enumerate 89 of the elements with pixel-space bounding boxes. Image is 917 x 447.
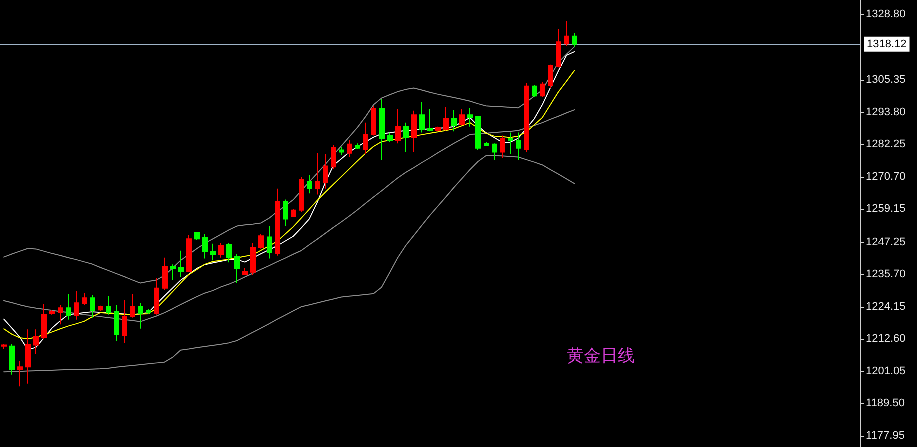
candlestick	[283, 199, 288, 227]
candlestick	[234, 253, 240, 284]
y-tick-label: 1212.60	[866, 333, 906, 346]
candlestick	[572, 32, 577, 48]
candlestick	[9, 344, 15, 376]
candlestick	[387, 132, 393, 143]
candlestick	[500, 135, 505, 159]
candlestick	[17, 360, 23, 388]
candlestick	[540, 82, 545, 98]
y-tick-label: 1259.15	[866, 203, 906, 216]
candlestick	[194, 232, 200, 240]
candlestick	[556, 28, 561, 68]
candlestick	[106, 296, 111, 316]
y-tick-label: 1270.70	[866, 170, 906, 183]
candlestick	[74, 290, 79, 320]
line-series	[4, 110, 576, 322]
y-tick-label: 1235.70	[866, 268, 906, 281]
candlestick	[403, 122, 409, 153]
candlestick	[49, 310, 55, 316]
candlestick	[492, 143, 497, 161]
candlestick	[66, 294, 71, 320]
candlestick	[258, 234, 264, 250]
candlestick	[291, 209, 296, 218]
y-tick-label: 1201.05	[866, 365, 906, 378]
candlestick	[82, 292, 87, 306]
candlestick	[427, 108, 433, 132]
candlestick	[41, 303, 47, 340]
candlestick	[1, 344, 7, 350]
candlestick	[435, 126, 441, 132]
y-tick-label: 1282.25	[866, 138, 906, 151]
ref-line-label: 1318.12	[867, 38, 907, 50]
candlestick	[475, 115, 481, 151]
candlestick	[363, 122, 368, 155]
candlestick	[114, 304, 119, 342]
candlestick	[451, 110, 457, 132]
candlestick	[323, 154, 328, 190]
candlestick	[90, 294, 95, 318]
candlestick	[138, 302, 143, 330]
candlestick	[122, 300, 127, 344]
candlestick	[532, 84, 537, 98]
candlestick	[146, 308, 151, 315]
candlestick	[516, 132, 521, 161]
candlestick	[395, 108, 401, 144]
candlestick	[130, 294, 135, 318]
y-tick-label: 1224.15	[866, 300, 906, 313]
candlestick	[186, 234, 192, 273]
candlestick	[162, 257, 168, 291]
y-tick-label: 1328.80	[866, 8, 906, 21]
candlestick	[548, 64, 553, 89]
candlestick	[331, 145, 336, 170]
candlestick	[242, 268, 248, 276]
candlestick	[564, 21, 569, 47]
candlestick	[210, 243, 216, 262]
candlestick	[419, 102, 425, 134]
y-tick-label: 1177.95	[866, 430, 905, 442]
candlestick	[226, 242, 232, 264]
candlestick	[524, 83, 529, 153]
line-series	[4, 46, 576, 284]
candlestick	[267, 226, 272, 260]
candlestick	[467, 108, 473, 128]
y-tick-label: 1189.50	[866, 398, 905, 410]
y-tick-label: 1305.35	[866, 74, 906, 86]
candlestick	[411, 110, 417, 153]
candlestick	[315, 152, 320, 196]
candlestick	[218, 242, 224, 258]
candlestick	[58, 304, 63, 326]
candlestick	[178, 250, 184, 278]
candlestick	[299, 176, 304, 213]
candlestick	[484, 142, 489, 147]
y-tick-label: 1293.80	[866, 106, 906, 118]
candlestick	[275, 188, 280, 256]
candlestick	[250, 242, 256, 276]
candlestick	[154, 278, 159, 316]
candlestick	[170, 264, 176, 281]
candlestick	[25, 329, 31, 384]
candlestick	[443, 106, 449, 132]
candlestick	[379, 98, 385, 161]
candlestick	[459, 108, 465, 126]
candlestick	[508, 132, 513, 155]
candlestick	[347, 140, 352, 158]
candlestick	[355, 143, 360, 150]
candlestick	[371, 106, 376, 136]
candlestick	[339, 147, 344, 156]
y-tick-label: 1247.25	[866, 236, 906, 248]
candlestick	[33, 329, 39, 355]
candlestick	[98, 305, 103, 312]
candlestick	[202, 234, 208, 260]
candlestick	[307, 174, 312, 194]
annotation: 黄金日线	[567, 346, 635, 366]
